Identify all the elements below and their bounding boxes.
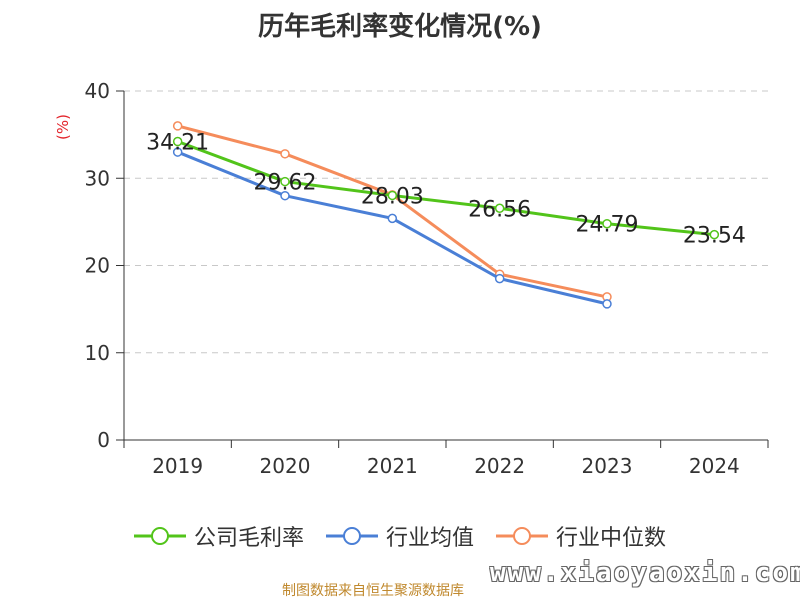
data-labels: 34.21 29.62 28.03 26.56 24.79 23.54 xyxy=(146,131,746,249)
data-label: 23.54 xyxy=(683,224,746,249)
legend-line-marker-icon xyxy=(133,527,186,545)
legend-item-industry-mean[interactable]: 行业均值 xyxy=(325,520,474,552)
legend-item-industry-median[interactable]: 行业中位数 xyxy=(496,520,666,552)
data-label: 28.03 xyxy=(361,184,424,209)
legend-line-marker-icon xyxy=(325,527,378,545)
data-point xyxy=(172,121,183,131)
y-tick-label: 40 xyxy=(85,79,110,103)
data-point xyxy=(494,273,505,284)
data-point xyxy=(494,203,505,214)
legend-item-company-gross-margin[interactable]: 公司毛利率 xyxy=(133,520,304,552)
data-label: 29.62 xyxy=(254,171,317,196)
data-point xyxy=(387,213,398,224)
data-point xyxy=(172,147,183,157)
data-point xyxy=(280,176,290,187)
data-point xyxy=(709,229,720,240)
x-tick-label: 2022 xyxy=(474,454,525,478)
x-tick-label: 2024 xyxy=(689,454,740,478)
data-point xyxy=(602,299,612,309)
data-label: 26.56 xyxy=(468,197,531,222)
legend-label: 公司毛利率 xyxy=(193,526,304,551)
data-point xyxy=(602,218,612,229)
series-line xyxy=(177,150,608,306)
data-point xyxy=(387,190,398,201)
source-footer: 制图数据来自恒生聚源数据库 xyxy=(282,583,464,599)
legend-label: 行业均值 xyxy=(385,526,474,551)
legend-line-marker-icon xyxy=(496,527,548,545)
series-line xyxy=(177,124,608,299)
data-point xyxy=(172,136,183,147)
legend-label: 行业中位数 xyxy=(556,526,667,551)
axes: 0 10 20 30 40 2019 2020 2021 2022 2023 2024 xyxy=(85,79,769,478)
x-tick-label: 2023 xyxy=(582,454,633,478)
data-point xyxy=(280,149,290,159)
grid-lines xyxy=(124,90,768,354)
y-tick-label: 20 xyxy=(85,254,110,278)
y-axis-label: (%) xyxy=(54,114,72,140)
data-label: 34.21 xyxy=(146,131,209,156)
chart-title: 历年毛利率变化情况(%) xyxy=(258,12,542,42)
y-tick-label: 10 xyxy=(85,341,110,365)
watermark: www.xiaoyaoxin.com xyxy=(490,558,800,588)
x-tick-label: 2021 xyxy=(367,454,418,478)
y-tick-label: 0 xyxy=(97,428,110,452)
series-line xyxy=(177,140,715,237)
y-tick-label: 30 xyxy=(85,166,110,190)
data-label: 24.79 xyxy=(576,213,639,238)
series-lines xyxy=(172,121,720,309)
x-tick-label: 2019 xyxy=(152,454,203,478)
x-tick-label: 2020 xyxy=(260,454,311,478)
legend: 公司毛利率 行业均值 行业中位数 xyxy=(0,520,800,552)
data-point xyxy=(280,190,290,201)
